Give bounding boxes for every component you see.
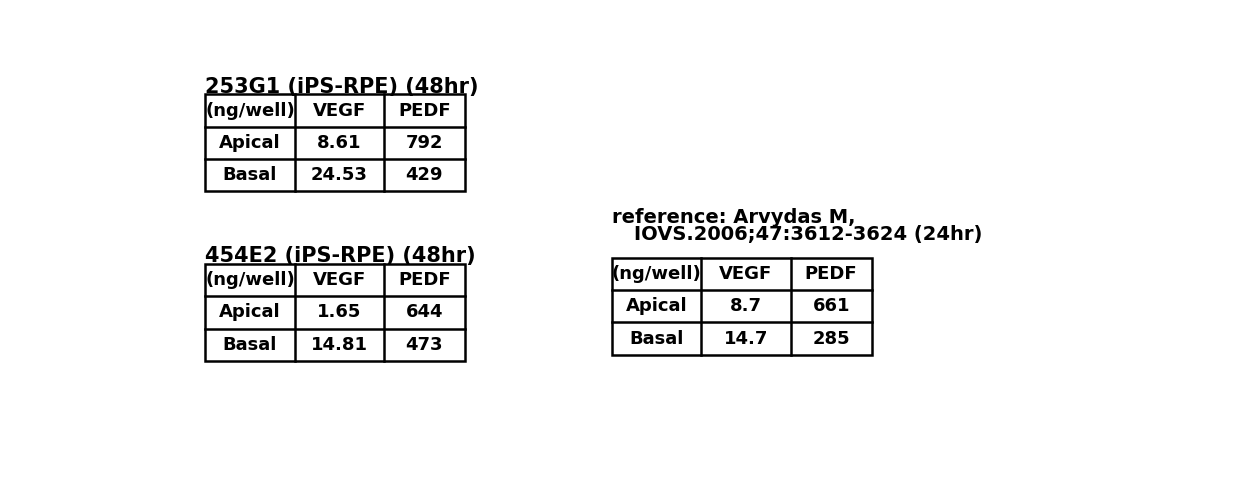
Text: 792: 792: [405, 134, 443, 152]
Text: 14.81: 14.81: [310, 336, 367, 354]
Text: Basal: Basal: [630, 330, 684, 348]
Bar: [613, 258, 872, 355]
Text: 8.7: 8.7: [730, 297, 761, 315]
Text: reference: Arvydas M,: reference: Arvydas M,: [613, 207, 856, 227]
Text: Basal: Basal: [223, 166, 277, 184]
Text: 285: 285: [812, 330, 849, 348]
Text: 644: 644: [405, 303, 443, 321]
Text: VEGF: VEGF: [312, 102, 366, 120]
Text: 253G1 (iPS-RPE) (48hr): 253G1 (iPS-RPE) (48hr): [206, 77, 479, 97]
Text: (ng/well): (ng/well): [205, 102, 295, 120]
Text: 8.61: 8.61: [316, 134, 361, 152]
Text: Basal: Basal: [223, 336, 277, 354]
Bar: [206, 94, 465, 192]
Text: (ng/well): (ng/well): [205, 271, 295, 289]
Text: PEDF: PEDF: [805, 265, 858, 283]
Text: 24.53: 24.53: [311, 166, 367, 184]
Text: PEDF: PEDF: [398, 271, 450, 289]
Text: PEDF: PEDF: [398, 102, 450, 120]
Text: IOVS.2006;47:3612-3624 (24hr): IOVS.2006;47:3612-3624 (24hr): [634, 225, 982, 243]
Text: (ng/well): (ng/well): [611, 265, 702, 283]
Text: Apical: Apical: [219, 303, 280, 321]
Text: Apical: Apical: [219, 134, 280, 152]
Text: 429: 429: [405, 166, 443, 184]
Text: Apical: Apical: [626, 297, 688, 315]
Text: 661: 661: [812, 297, 849, 315]
Text: 1.65: 1.65: [317, 303, 361, 321]
Text: VEGF: VEGF: [312, 271, 366, 289]
Text: 14.7: 14.7: [724, 330, 768, 348]
Bar: [206, 264, 465, 361]
Text: 454E2 (iPS-RPE) (48hr): 454E2 (iPS-RPE) (48hr): [206, 246, 476, 266]
Text: 473: 473: [405, 336, 443, 354]
Text: VEGF: VEGF: [719, 265, 773, 283]
